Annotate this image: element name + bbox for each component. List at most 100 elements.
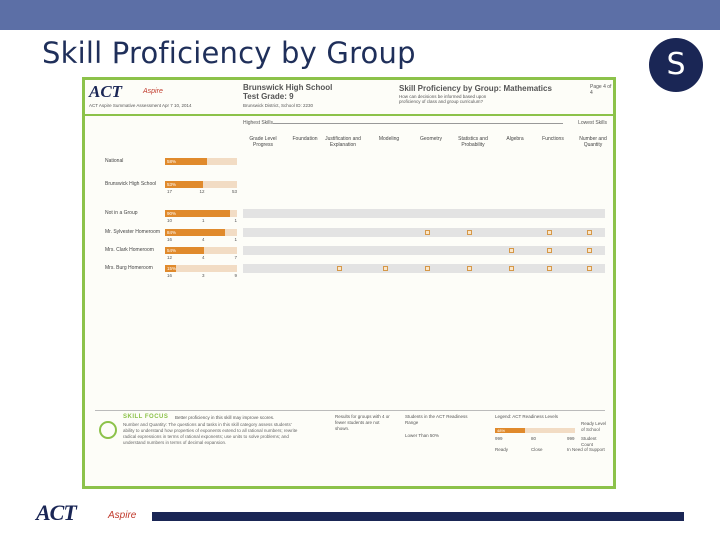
student-counts: 16 3 9 (167, 273, 237, 278)
student-count: 10 (167, 218, 173, 223)
column-header: Algebra (506, 136, 524, 142)
highest-skills-label: Highest Skills (243, 120, 274, 126)
student-count: 1 (201, 218, 205, 223)
column-header: Modeling (378, 136, 400, 142)
report-subtitle: How can decisions be informed based upon… (399, 94, 487, 104)
legend-bar-fill (495, 428, 525, 433)
column-header: Functions (542, 136, 564, 142)
foot-range: Students in the ACT Readiness Range (405, 414, 468, 425)
student-counts: 10 1 1 (167, 218, 237, 223)
skill-marker (547, 248, 552, 253)
legend-label-close: Close (531, 447, 543, 452)
proficiency-bar-fill (165, 181, 204, 188)
footer-act-logo: ACT (36, 500, 77, 525)
proficiency-value: 58% (167, 159, 177, 164)
skills-range-line (273, 123, 563, 124)
legend-label-support: In Need of Support (567, 447, 605, 452)
proficiency-bar: 58% (165, 158, 237, 165)
legend-title: Legend: ACT Readiness Levels (495, 414, 558, 419)
skill-focus-footer: SKILL FOCUS Better proficiency in this s… (95, 410, 606, 480)
foot-note: Results for groups with 4 or fewer stude… (335, 414, 390, 431)
student-count: 53 (231, 189, 237, 194)
proficiency-bar: 53% (165, 181, 237, 188)
skill-focus-title: SKILL FOCUS (123, 414, 169, 420)
header-divider (85, 114, 613, 116)
legend-count-1: 999 (495, 436, 503, 441)
skill-marker (467, 266, 472, 271)
skill-focus-lead: Better proficiency in this skill may imp… (175, 415, 275, 420)
section-badge: S (649, 38, 703, 92)
report-school-name: Brunswick High School (243, 83, 333, 92)
skill-row-band (243, 264, 605, 273)
lowest-skills-label: Lowest Skills (578, 120, 607, 126)
report-logo: ACT (89, 82, 123, 101)
skill-marker (425, 266, 430, 271)
proficiency-bar-fill (165, 158, 207, 165)
student-count: 3 (201, 273, 205, 278)
slide-title: Skill Proficiency by Group (42, 36, 416, 70)
legend-bar: 48% (495, 428, 575, 433)
student-count: 1 (234, 237, 237, 242)
proficiency-bar-fill (165, 229, 226, 236)
skill-row-band (243, 246, 605, 255)
student-counts: 12 4 7 (167, 255, 237, 260)
skill-marker (547, 266, 552, 271)
skill-marker (587, 230, 592, 235)
skill-focus-text: Number and Quantity: The questions and t… (123, 422, 298, 445)
proficiency-value: 15% (167, 266, 177, 271)
student-count: 17 (167, 189, 173, 194)
legend-count-2: 80 (531, 436, 537, 441)
column-header: Justification and Explanation (325, 136, 361, 148)
student-count: 9 (234, 273, 237, 278)
proficiency-value: 53% (167, 182, 177, 187)
skill-marker (547, 230, 552, 235)
student-counts: 16 4 1 (167, 237, 237, 242)
footer-aspire-logo: Aspire (108, 510, 137, 521)
skill-marker (337, 266, 342, 271)
column-header: Number and Quantity (579, 136, 607, 148)
legend-pct: 48% (497, 428, 506, 433)
proficiency-value: 90% (167, 211, 177, 216)
skill-marker (509, 266, 514, 271)
skill-marker (587, 248, 592, 253)
group-row-label: Mrs. Clark Homeroom (105, 247, 154, 253)
column-header: Geometry (420, 136, 442, 142)
proficiency-bar: 54% (165, 247, 237, 254)
proficiency-bar: 15% (165, 265, 237, 272)
report-page: Page 4 of 4 (590, 84, 612, 96)
skill-marker (509, 248, 514, 253)
skill-focus-icon (99, 421, 117, 439)
student-count: 1 (234, 218, 237, 223)
student-counts: 17 12 53 (167, 189, 237, 194)
report-logo-sub: Aspire (143, 88, 163, 95)
student-count: 16 (167, 273, 173, 278)
report-district: Brunswick District, School ID: 2230 (243, 103, 314, 108)
group-row-label: Not in a Group (105, 210, 138, 216)
proficiency-bar-fill (165, 265, 176, 272)
report-image: ACT Aspire ACT Aspire Summative Assessme… (82, 77, 616, 489)
skill-row-band (243, 228, 605, 237)
proficiency-bar-fill (165, 210, 230, 217)
proficiency-value: 54% (167, 248, 177, 253)
student-count: 16 (167, 237, 173, 242)
column-header: Foundation (292, 136, 318, 142)
report-header: ACT Aspire ACT Aspire Summative Assessme… (85, 80, 613, 116)
group-row-label: National (105, 158, 124, 164)
skill-marker (587, 266, 592, 271)
footer-rule (152, 512, 684, 521)
skill-marker (383, 266, 388, 271)
report-title: Skill Proficiency by Group: Mathematics (399, 84, 552, 93)
student-count: 12 (167, 255, 173, 260)
legend-label-ready: Ready (495, 447, 509, 452)
group-row-label: Brunswick High School (105, 181, 157, 187)
foot-range-2: Lower Than 50% (405, 433, 439, 438)
proficiency-bar-fill (165, 247, 204, 254)
legend-count-3: 999 (567, 436, 575, 441)
skill-marker (467, 230, 472, 235)
legend-student-count: Student Count (581, 436, 597, 447)
student-count: 7 (234, 255, 237, 260)
top-bar (0, 0, 720, 30)
proficiency-bar: 84% (165, 229, 237, 236)
skill-marker (425, 230, 430, 235)
group-row-label: Mrs. Burg Homeroom (105, 265, 153, 271)
